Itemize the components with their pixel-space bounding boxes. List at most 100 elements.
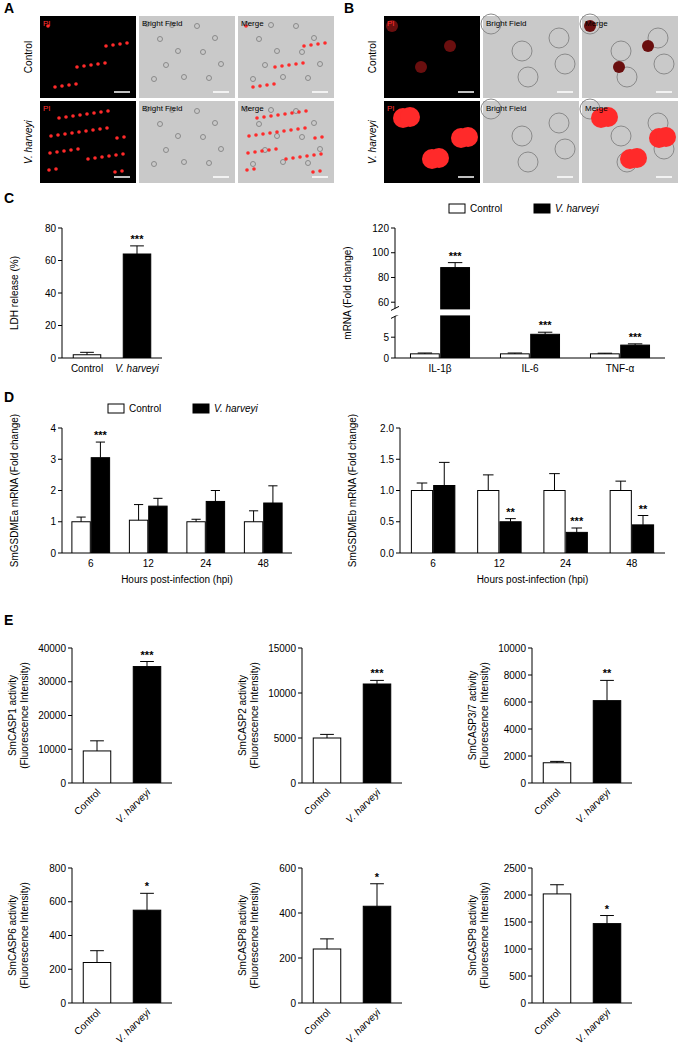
pi-stain <box>254 133 258 137</box>
cell <box>555 54 575 74</box>
pi-stain <box>118 42 122 46</box>
pi-stain <box>106 109 110 113</box>
pi-stain <box>69 148 73 152</box>
y-tick <box>68 868 72 869</box>
pi-stain <box>301 61 305 65</box>
y-label: SmCASP2 activity <box>237 675 248 756</box>
pi-stain <box>57 116 61 120</box>
y-tick-label: 800 <box>49 863 66 874</box>
micrograph-decor <box>393 107 478 169</box>
error-bar <box>444 462 445 485</box>
y-tick-label: 0 <box>50 548 56 559</box>
scale-bar <box>312 176 328 178</box>
y-tick-label: 0 <box>60 998 66 1009</box>
bar <box>123 254 151 358</box>
pi-stain <box>105 126 109 130</box>
pi-stain <box>47 168 51 172</box>
error-cap <box>96 442 105 443</box>
y-tick-label: 0 <box>290 778 296 789</box>
pi-stain <box>289 128 293 132</box>
bar <box>313 949 341 1003</box>
y-tick-label: 0 <box>383 353 389 364</box>
significance: * <box>375 871 380 883</box>
y-label: SmCASP6 activity <box>7 895 18 976</box>
micrograph-decor <box>46 24 129 89</box>
legend-swatch <box>449 204 465 213</box>
error-cap <box>550 761 564 762</box>
column-label: PI <box>43 104 51 113</box>
bar <box>500 522 521 553</box>
chart: 0200040006000800010000SmCASP3/7 activity… <box>467 643 632 826</box>
chart: 050001000015000SmCASP2 activity(Fluoresc… <box>237 643 402 826</box>
scale-bar <box>458 176 474 178</box>
x-tick-label: Control <box>532 1007 563 1038</box>
y-label: SmCASP3/7 activity <box>467 671 478 760</box>
pi-stain <box>86 157 90 161</box>
y-tick <box>528 895 532 896</box>
cell <box>269 23 274 28</box>
y-tick-label: 5 <box>383 332 389 343</box>
micrograph-decor <box>481 14 575 87</box>
x-tick-label: 48 <box>626 558 638 569</box>
pi-stain <box>60 84 64 88</box>
y-label: (Fluorescence Intensity) <box>479 662 490 769</box>
pi-stain <box>323 41 327 45</box>
error-bar <box>488 475 489 491</box>
pi-stain <box>255 116 259 120</box>
legend-swatch <box>108 404 124 413</box>
y-tick-label: 600 <box>279 863 296 874</box>
pi-stain <box>55 150 59 154</box>
y-tick-label: 30000 <box>38 676 66 687</box>
y-tick-label: 60 <box>45 255 57 266</box>
legend-label: V. harveyi <box>555 203 599 214</box>
pi-stain <box>78 113 82 117</box>
error-bar <box>97 741 98 751</box>
x-tick-label: Control <box>302 787 333 818</box>
y-tick-label: 0.0 <box>380 548 394 559</box>
bar <box>83 963 111 1004</box>
pi-stain <box>318 169 322 173</box>
legend-label: Control <box>470 203 502 214</box>
y-tick <box>68 715 72 716</box>
annotations: *** <box>131 233 145 245</box>
y-tick-label: 1 <box>50 516 56 527</box>
pi-stain <box>251 85 255 89</box>
cell <box>201 135 206 140</box>
error-bar <box>643 516 644 525</box>
y-tick <box>58 553 62 554</box>
annotations: * <box>375 871 380 883</box>
scale-bar <box>114 176 130 178</box>
x-tick-label: 12 <box>143 558 155 569</box>
y-tick <box>298 738 302 739</box>
pi-stain <box>89 63 93 67</box>
plot-area <box>83 893 161 1003</box>
error-cap <box>140 893 154 894</box>
legend-label: V. harveyi <box>214 403 258 414</box>
x-tick-label: Control <box>532 787 563 818</box>
y-axis <box>302 868 303 1003</box>
y-label: LDH release (%) <box>9 256 20 330</box>
row-label: Control <box>23 41 34 73</box>
y-tick <box>391 228 395 229</box>
y-tick <box>58 325 62 326</box>
pi-stain <box>75 65 79 69</box>
y-tick-label: 2 <box>50 485 56 496</box>
bar <box>478 491 499 554</box>
y-tick <box>391 302 395 303</box>
y-tick <box>68 1003 72 1004</box>
y-label: (Fluorescence Intensity) <box>479 882 490 989</box>
bar <box>411 491 432 554</box>
pi-stain <box>400 107 420 127</box>
x-tick-label: 24 <box>560 558 572 569</box>
cell <box>518 67 538 87</box>
y-tick-label: 2000 <box>504 751 527 762</box>
plot-area <box>72 442 282 553</box>
significance: * <box>605 903 610 915</box>
micrograph <box>483 16 579 98</box>
y-tick-label: 40 <box>45 288 57 299</box>
pi-stain <box>62 149 66 153</box>
error-cap <box>134 504 143 505</box>
x-tick-label: V. harveyi <box>114 786 153 825</box>
micrograph <box>483 101 579 183</box>
cell <box>549 28 569 48</box>
